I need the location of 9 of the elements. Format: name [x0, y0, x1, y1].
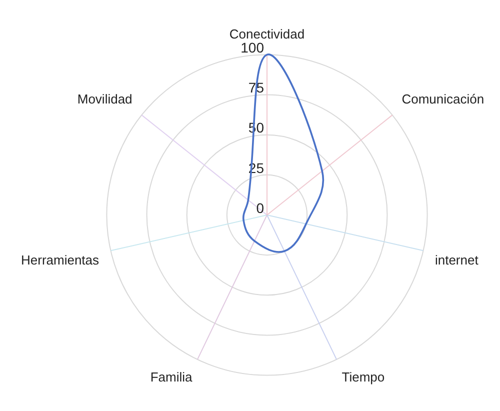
y-tick-label: 100: [240, 40, 264, 56]
spoke-label: Familia: [150, 370, 194, 385]
spoke-label: Comunicación: [402, 91, 484, 106]
y-tick-label: 0: [256, 200, 264, 216]
spoke-label: Tiempo: [342, 370, 385, 385]
spoke-label: Movilidad: [77, 91, 132, 106]
spoke-label: Herramientas: [20, 252, 100, 268]
spoke-label: Conectividad: [229, 26, 305, 42]
spoke-label: internet: [434, 252, 479, 268]
